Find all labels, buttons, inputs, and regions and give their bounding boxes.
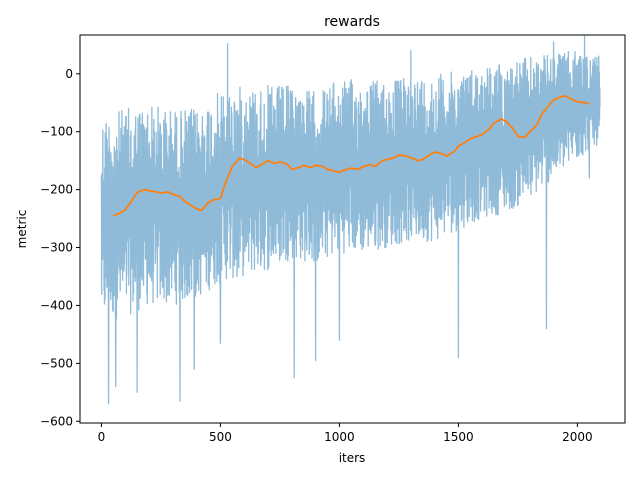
x-tick-label: 0 xyxy=(98,430,106,444)
x-tick-label: 1000 xyxy=(324,430,355,444)
x-axis-ticks: 0 500 1000 1500 2000 xyxy=(98,423,593,444)
y-axis-label: metric xyxy=(15,210,29,249)
y-tick-label: 0 xyxy=(65,67,73,81)
y-tick-label: −400 xyxy=(40,298,73,312)
smoothed-reward-series xyxy=(112,94,590,217)
x-tick-label: 2000 xyxy=(562,430,593,444)
y-tick-label: −600 xyxy=(40,414,73,428)
y-tick-label: −300 xyxy=(40,241,73,255)
y-tick-label: −200 xyxy=(40,183,73,197)
y-tick-label: −100 xyxy=(40,125,73,139)
x-tick-label: 500 xyxy=(209,430,232,444)
x-axis-label: iters xyxy=(339,451,366,465)
y-axis-ticks: −600 −500 −400 −300 −200 −100 0 xyxy=(40,67,80,428)
y-tick-label: −500 xyxy=(40,356,73,370)
smoothed-reward-line xyxy=(112,94,590,217)
plot-frame xyxy=(79,34,626,424)
raw-reward-line xyxy=(100,35,601,405)
raw-reward-series xyxy=(100,35,601,405)
chart-title: rewards xyxy=(324,14,380,30)
x-tick-label: 1500 xyxy=(443,430,474,444)
